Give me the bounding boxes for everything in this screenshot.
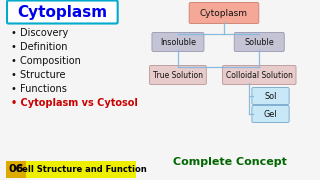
- Text: Cell Structure and Function: Cell Structure and Function: [16, 165, 146, 174]
- Text: • Cytoplasm vs Cytosol: • Cytoplasm vs Cytosol: [12, 98, 138, 108]
- Text: • Functions: • Functions: [12, 84, 67, 94]
- Text: Sol: Sol: [264, 91, 277, 100]
- Text: • Composition: • Composition: [12, 56, 81, 66]
- FancyBboxPatch shape: [7, 1, 118, 24]
- FancyBboxPatch shape: [222, 66, 296, 84]
- Text: True Solution: True Solution: [153, 71, 203, 80]
- FancyBboxPatch shape: [152, 33, 204, 51]
- FancyBboxPatch shape: [189, 3, 259, 24]
- FancyBboxPatch shape: [149, 66, 206, 84]
- Text: • Structure: • Structure: [12, 70, 66, 80]
- Text: Insoluble: Insoluble: [160, 37, 196, 46]
- Text: Soluble: Soluble: [244, 37, 274, 46]
- FancyBboxPatch shape: [252, 105, 289, 123]
- Text: • Definition: • Definition: [12, 42, 68, 52]
- Text: Complete Concept: Complete Concept: [173, 157, 287, 167]
- FancyBboxPatch shape: [234, 33, 284, 51]
- FancyBboxPatch shape: [252, 87, 289, 105]
- Text: Gel: Gel: [264, 109, 277, 118]
- FancyBboxPatch shape: [26, 161, 136, 178]
- Text: Cytoplasm: Cytoplasm: [17, 4, 108, 19]
- FancyBboxPatch shape: [6, 161, 26, 178]
- Text: 06: 06: [9, 165, 24, 174]
- Text: Cytoplasm: Cytoplasm: [200, 8, 248, 17]
- Text: Colloidal Solution: Colloidal Solution: [226, 71, 293, 80]
- Text: • Discovery: • Discovery: [12, 28, 68, 38]
